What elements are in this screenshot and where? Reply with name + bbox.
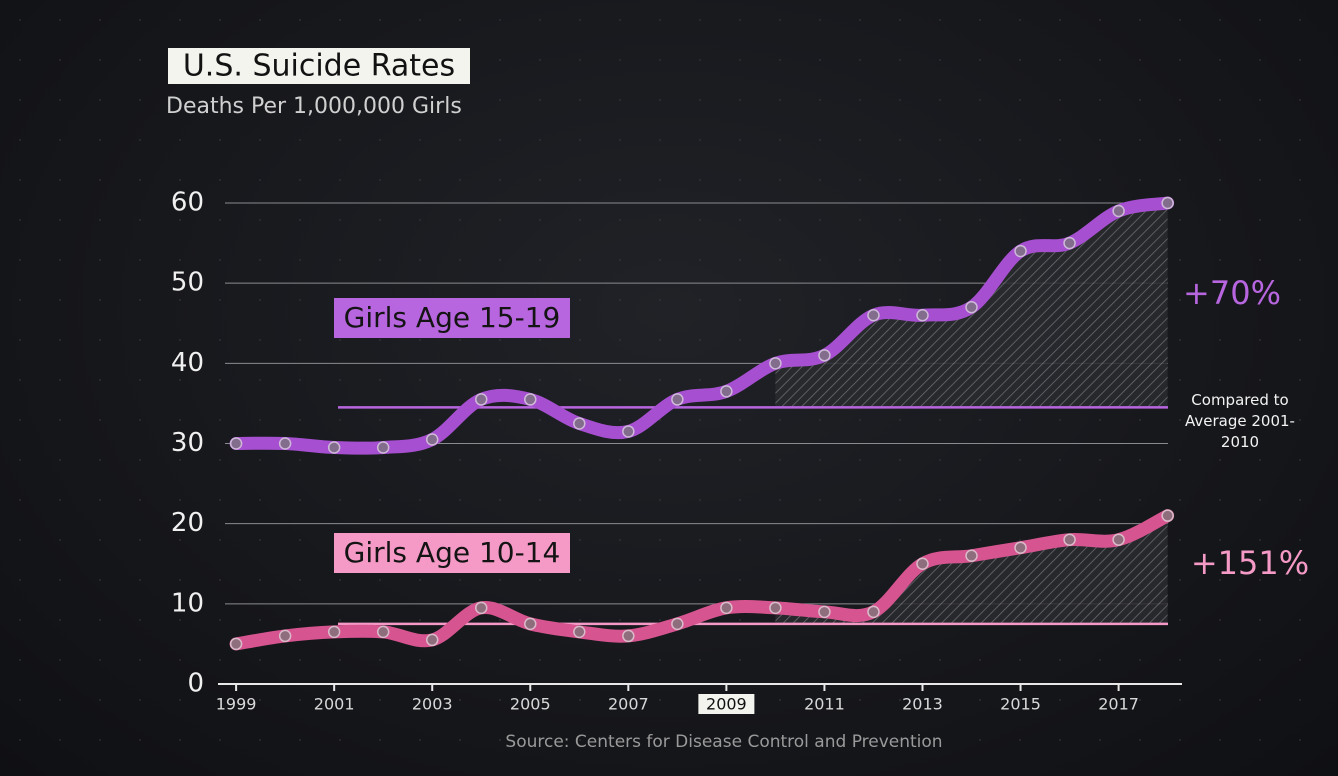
data-point (524, 617, 537, 631)
data-point (818, 349, 831, 362)
y-tick-label: 60 (171, 188, 204, 218)
data-point (965, 549, 978, 562)
shaded-area (775, 203, 1168, 408)
data-point (769, 357, 782, 370)
data-point (524, 393, 537, 406)
data-point (376, 625, 390, 639)
data-point (1014, 541, 1027, 554)
data-point (867, 308, 880, 322)
x-tick-label: 2017 (1098, 695, 1139, 714)
series-line (229, 196, 1175, 455)
chart-subtitle: Deaths Per 1,000,000 Girls (166, 94, 462, 119)
data-point (573, 625, 586, 639)
legend-box (334, 533, 570, 573)
data-point (327, 441, 341, 454)
data-point (622, 425, 635, 438)
data-point (1063, 533, 1076, 546)
data-point (425, 633, 439, 647)
data-point (671, 393, 684, 406)
data-point (1161, 196, 1174, 210)
data-point (720, 601, 733, 615)
data-point (1014, 244, 1027, 258)
x-tick-label: 2011 (804, 695, 845, 714)
comparison-note: Compared to Average 2001-2010 (1185, 391, 1295, 451)
x-tick-label: 2003 (412, 695, 453, 714)
plot: 0 10 20 30 40 50 60 1999 2001 2003 2005 2007 2009 201… (171, 188, 1309, 714)
x-tick-label: 2001 (314, 695, 355, 714)
change-label: +70% (1183, 274, 1281, 312)
legend-label: Girls Age 15-19 (344, 301, 561, 334)
data-point (1112, 204, 1125, 218)
x-tick-label: 1999 (216, 695, 257, 714)
data-point (278, 437, 292, 450)
x-tick-label: 2005 (510, 695, 551, 714)
x-tick-label: 2015 (1000, 695, 1041, 714)
y-tick-label: 20 (171, 508, 204, 538)
data-point (916, 557, 929, 570)
data-point (229, 437, 243, 450)
change-label: +151% (1191, 544, 1309, 582)
data-point (474, 601, 488, 615)
data-point (769, 601, 782, 615)
data-point (573, 417, 586, 430)
x-tick-label: 2009 (706, 695, 747, 714)
y-tick-label: 30 (171, 428, 204, 458)
legend-label: Girls Age 10-14 (344, 536, 561, 569)
chart-title: U.S. Suicide Rates (183, 49, 455, 84)
x-tick-highlight (698, 694, 755, 714)
data-point (720, 385, 733, 398)
data-point (278, 629, 292, 643)
y-tick-label: 50 (171, 268, 204, 298)
data-point (622, 629, 635, 643)
data-point (671, 617, 684, 631)
data-point (376, 441, 390, 454)
source: Source: Centers for Disease Control and … (505, 732, 942, 752)
data-point (229, 637, 243, 651)
title-box (168, 48, 470, 84)
x-tick-label: 2007 (608, 695, 649, 714)
legend-box (334, 298, 570, 338)
data-point (818, 605, 831, 619)
data-point (916, 308, 929, 322)
y-tick-label: 40 (171, 348, 204, 378)
data-point (425, 433, 439, 446)
data-point (1161, 509, 1174, 522)
y-tick-label: 10 (171, 588, 204, 618)
data-point (1063, 236, 1076, 250)
data-point (965, 300, 978, 314)
x-tick-label: 2013 (902, 695, 943, 714)
data-point (1112, 533, 1125, 546)
data-point (474, 393, 488, 406)
data-point (867, 605, 880, 619)
y-tick-label: 0 (187, 669, 204, 699)
data-point (327, 625, 341, 639)
